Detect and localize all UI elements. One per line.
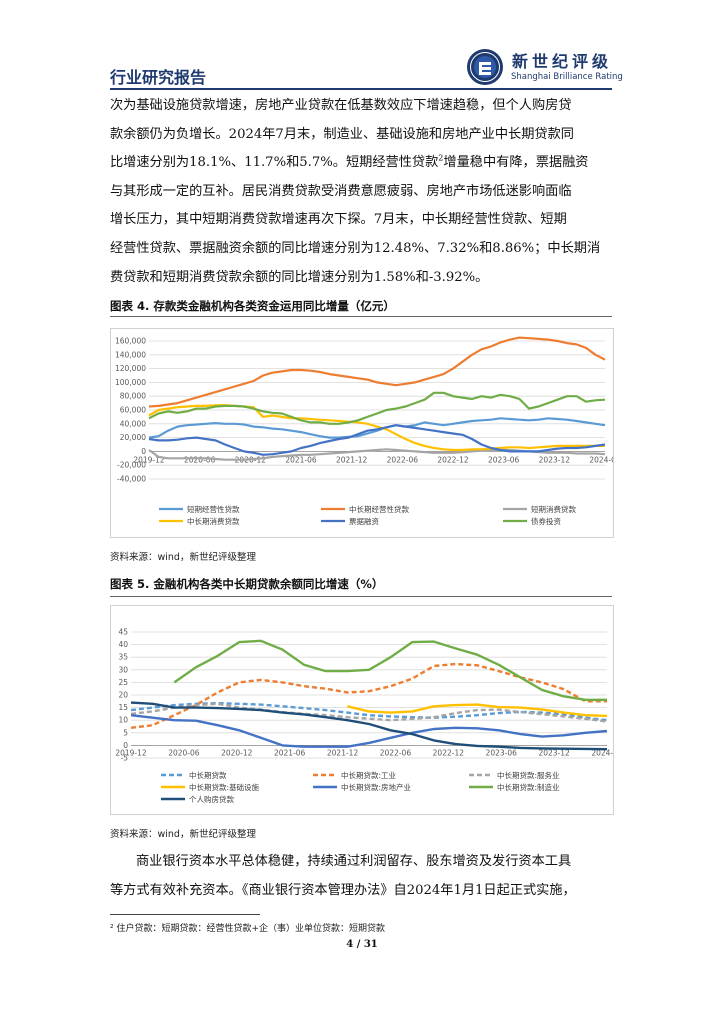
legend-label: 债券投资 bbox=[531, 516, 561, 526]
text-line: 费贷款和短期消费贷款余额的同比增速分别为1.58%和-3.92%。 bbox=[110, 269, 489, 285]
y-tick-label: 40 bbox=[118, 640, 128, 649]
x-tick-label: 2022-12 bbox=[433, 748, 465, 757]
text-line: 次为基础设施贷款增速，房地产业贷款在低基数效应下增速趋稳，但个人购房贷 bbox=[110, 98, 572, 113]
report-header-title: 行业研究报告 bbox=[110, 68, 207, 87]
text-line: 等方式有效补充资本。《商业银行资本管理办法》自2024年1月1日起正式实施， bbox=[110, 882, 576, 898]
footnote-ref: 2 bbox=[438, 153, 444, 163]
series-line bbox=[148, 424, 606, 456]
series-line bbox=[148, 391, 606, 425]
y-tick-label: 45 bbox=[118, 628, 128, 637]
y-tick-label: 60,000 bbox=[120, 406, 146, 415]
text-line: 比增速分别为18.1%、11.7%和5.7%。短期经营性贷款2增量稳中有降，票据… bbox=[110, 149, 612, 178]
figure-5-source: 资料来源：wind，新世纪评级整理 bbox=[110, 829, 256, 840]
legend-label: 短期消费贷款 bbox=[531, 504, 576, 514]
x-tick-label: 2019-12 bbox=[133, 455, 165, 464]
x-tick-label: 2020-06 bbox=[184, 455, 216, 464]
figure-4-chart: 160,000 140,000 120,000 100,000 80,000 60,000… bbox=[110, 328, 621, 538]
body-paragraph-2: 商业银行资本水平总体稳健，持续通过利润留存、股东增资及发行资本工具 等方式有效补… bbox=[110, 848, 612, 905]
y-tick-label: 35 bbox=[118, 653, 128, 662]
legend-label: 中长期贷款:服务业 bbox=[497, 770, 560, 780]
y-tick-label: 40,000 bbox=[120, 419, 146, 428]
y-tick-label: 0 bbox=[141, 447, 146, 456]
y-tick-label: 30 bbox=[118, 665, 128, 674]
y-tick-label: 80,000 bbox=[120, 392, 146, 401]
series-line bbox=[130, 701, 608, 751]
series-line bbox=[148, 336, 606, 408]
legend-label: 中长期消费贷款 bbox=[187, 516, 240, 526]
text-line: 款余额仍为负增长。2024年7月末，制造业、基础设施和房地产业中长期贷款同 bbox=[110, 126, 574, 142]
x-tick-label: 2024-06 bbox=[591, 748, 613, 757]
figure-4-divider bbox=[110, 316, 612, 317]
legend-label: 中长期贷款:制造业 bbox=[497, 782, 560, 792]
series-line bbox=[130, 714, 608, 748]
text-line: 增长压力，其中短期消费贷款增速再次下探。7月末，中长期经营性贷款、短期 bbox=[110, 212, 567, 228]
text-line: 商业银行资本水平总体稳健，持续通过利润留存、股东增资及发行资本工具 bbox=[136, 854, 572, 869]
series-line bbox=[148, 417, 606, 439]
y-tick-label: -40,000 bbox=[117, 475, 146, 484]
footnote-divider bbox=[110, 914, 260, 915]
x-tick-label: 2022-06 bbox=[380, 748, 412, 757]
y-tick-label: 160,000 bbox=[115, 337, 146, 346]
text-line: 与其形成一定的互补。居民消费贷款受消费意愿疲弱、房地产市场低迷影响面临 bbox=[110, 183, 572, 199]
x-tick-label: 2023-06 bbox=[488, 455, 520, 464]
text-segment: 比增速分别为18.1%、11.7%和5.7%。短期经营性贷款 bbox=[110, 155, 439, 171]
figure-5-chart: 45 40 35 30 25 20 15 10 5 0 -5 2019-12 2020-06 2020-1… bbox=[110, 605, 623, 815]
y-tick-label: 20 bbox=[118, 691, 128, 700]
x-tick-label: 2020-12 bbox=[221, 748, 253, 757]
series-line bbox=[130, 702, 608, 723]
y-tick-label: 5 bbox=[123, 728, 128, 737]
series-line bbox=[148, 404, 605, 452]
company-logo bbox=[467, 49, 503, 85]
body-paragraph-1: 次为基础设施贷款增速，房地产业贷款在低基数效应下增速趋稳，但个人购房贷 款余额仍… bbox=[110, 92, 612, 292]
x-tick-label: 2023-12 bbox=[538, 748, 570, 757]
x-tick-label: 2019-12 bbox=[115, 748, 147, 757]
series-line bbox=[130, 662, 607, 729]
x-tick-label: 2021-12 bbox=[327, 748, 359, 757]
y-tick-label: 0 bbox=[123, 741, 128, 750]
x-tick-label: 2021-12 bbox=[336, 455, 368, 464]
y-tick-label: 140,000 bbox=[115, 350, 146, 359]
figure-4-source: 资料来源：wind，新世纪评级整理 bbox=[110, 552, 256, 563]
y-tick-label: 25 bbox=[118, 678, 128, 687]
x-tick-label: 2023-12 bbox=[539, 455, 571, 464]
figure-4-title: 图表 4. 存款类金融机构各类资金运用同比增量（亿元） bbox=[110, 299, 395, 313]
x-tick-label: 2023-06 bbox=[486, 748, 518, 757]
footnote: ² 住户贷款：短期贷款：经营性贷款+企（事）业单位贷款：短期贷款 bbox=[110, 924, 386, 934]
x-tick-label: 2020-06 bbox=[168, 748, 200, 757]
series-line bbox=[173, 639, 607, 701]
x-tick-label: 2024-06 bbox=[589, 455, 613, 464]
y-tick-label: 15 bbox=[118, 703, 128, 712]
y-tick-label: 20,000 bbox=[120, 433, 146, 442]
figure-5-title: 图表 5. 金融机构各类中长期贷款余额同比增速（%） bbox=[110, 577, 384, 591]
x-tick-label: 2021-06 bbox=[274, 748, 306, 757]
legend-label: 短期经营性贷款 bbox=[187, 504, 240, 514]
legend-label: 中长期贷款 bbox=[189, 770, 227, 780]
series-line bbox=[347, 703, 608, 718]
y-tick-label: 120,000 bbox=[115, 364, 146, 373]
logo-chinese-name: 新世纪评级 bbox=[512, 52, 613, 71]
logo-english-name: Shanghai Brilliance Rating bbox=[511, 72, 623, 82]
page-number: 4 / 31 bbox=[346, 939, 378, 950]
text-line: 经营性贷款、票据融资余额的同比增速分别为12.48%、7.32%和8.86%；中… bbox=[110, 240, 601, 256]
legend-label: 中长期贷款:工业 bbox=[341, 770, 397, 780]
x-tick-label: 2022-12 bbox=[437, 455, 469, 464]
y-tick-label: -5 bbox=[121, 754, 129, 763]
y-tick-label: -20,000 bbox=[117, 461, 146, 470]
text-segment: 增量稳中有降，票据融资 bbox=[443, 155, 589, 171]
figure-5-divider bbox=[110, 596, 612, 597]
legend-label: 票据融资 bbox=[349, 516, 379, 526]
legend-label: 个人购房贷款 bbox=[189, 794, 234, 804]
figure-4-chart-svg: 160,000 140,000 120,000 100,000 80,000 60,000… bbox=[115, 336, 621, 526]
y-tick-label: 100,000 bbox=[115, 378, 146, 387]
legend-label: 中长期贷款:房地产业 bbox=[341, 782, 412, 792]
header-divider bbox=[110, 88, 612, 90]
x-tick-label: 2022-06 bbox=[387, 455, 419, 464]
y-tick-label: 10 bbox=[118, 716, 128, 725]
legend-label: 中长期贷款:基础设施 bbox=[189, 782, 260, 792]
x-tick-label: 2021-06 bbox=[285, 455, 317, 464]
legend-label: 中长期经营性贷款 bbox=[349, 504, 409, 514]
